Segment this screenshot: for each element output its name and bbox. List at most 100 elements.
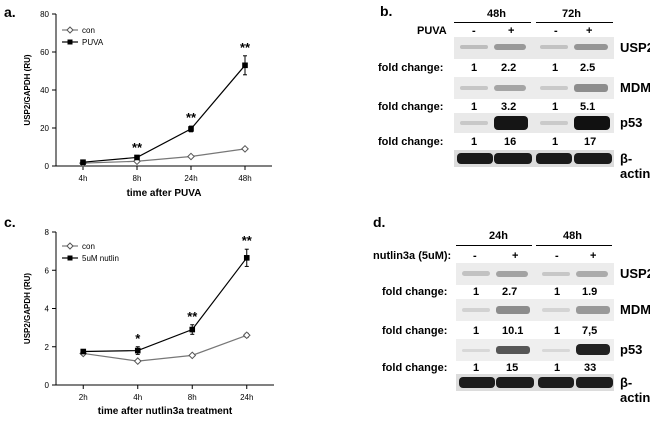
significance-marker: ** xyxy=(132,140,143,155)
fold-change-label: fold change: xyxy=(378,136,444,148)
blot-strip-actin xyxy=(454,150,614,167)
legend-marker xyxy=(66,26,74,34)
legend-label: 5uM nutlin xyxy=(82,254,119,263)
protein-label-p53: p53 xyxy=(620,115,643,130)
y-tick-label: 8 xyxy=(45,228,50,237)
y-tick-label: 6 xyxy=(45,266,50,275)
timepoint-label: 48h xyxy=(487,8,506,20)
treatment-label: nutlin3a (5uM): xyxy=(373,250,452,262)
timepoint-label: 72h xyxy=(562,8,581,20)
lane-sign: + xyxy=(512,250,519,262)
data-point-con xyxy=(241,144,249,153)
protein-label-mdm2: MDM2 xyxy=(620,80,650,95)
lane-sign: + xyxy=(590,250,597,262)
blot-strip-p53 xyxy=(456,339,614,361)
fold-value: 16 xyxy=(504,136,517,148)
fold-value: 1.9 xyxy=(582,286,598,298)
legend-label: con xyxy=(82,242,95,251)
y-tick-label: 80 xyxy=(40,10,49,19)
legend-label: PUVA xyxy=(82,38,104,47)
legend-marker xyxy=(67,255,73,261)
fold-value: 2.7 xyxy=(502,286,518,298)
data-point-treated xyxy=(188,126,194,132)
data-point-con xyxy=(187,152,195,161)
blot-strip-usp2 xyxy=(454,37,614,59)
series-line-1 xyxy=(83,257,248,353)
data-point-treated xyxy=(243,255,250,261)
protein-label-usp2: USP2 xyxy=(620,40,650,55)
protein-label-usp2: USP2 xyxy=(620,266,650,281)
western-blot-b: 48h 72h PUVA - + - + USP2 fold change: 1… xyxy=(370,0,650,181)
y-tick-label: 0 xyxy=(45,381,50,390)
data-point-con xyxy=(188,351,197,360)
x-tick-label: 4h xyxy=(79,174,88,183)
protein-label-mdm2: MDM2 xyxy=(620,302,650,317)
significance-marker: ** xyxy=(242,233,253,248)
data-point-treated xyxy=(80,159,86,165)
fold-value: 1 xyxy=(473,362,480,374)
lane-sign: - xyxy=(473,250,477,262)
legend-marker xyxy=(66,242,74,250)
y-tick-label: 40 xyxy=(40,86,49,95)
y-tick-label: 4 xyxy=(45,305,50,314)
blot-strip-p53 xyxy=(454,113,614,133)
x-axis-label: time after nutlin3a treatment xyxy=(98,406,233,417)
protein-label-actin: β-actin xyxy=(620,151,650,181)
fold-change-label: fold change: xyxy=(382,362,448,374)
fold-value: 1 xyxy=(554,362,561,374)
series-line-0 xyxy=(83,334,247,362)
x-tick-label: 8h xyxy=(133,174,142,183)
fold-value: 1 xyxy=(471,136,478,148)
fold-value: 1 xyxy=(471,101,478,113)
fold-value: 2.5 xyxy=(580,62,596,74)
y-tick-label: 0 xyxy=(45,162,50,171)
timepoint-label: 48h xyxy=(563,230,582,242)
data-point-con xyxy=(242,331,251,340)
significance-marker: ** xyxy=(240,40,251,55)
fold-change-label: fold change: xyxy=(382,325,448,337)
line-chart-usp2-nutlin: 0 2 4 6 8 2h 4h 8h 24h time after nutlin3a treatm… xyxy=(23,228,274,417)
protein-label-actin: β-actin xyxy=(620,375,650,405)
y-tick-label: 60 xyxy=(40,48,49,57)
fold-value: 2.2 xyxy=(501,62,517,74)
fold-value: 1 xyxy=(473,325,480,337)
fold-value: 7,5 xyxy=(582,325,598,337)
timepoint-bracket xyxy=(536,22,613,23)
x-tick-label: 2h xyxy=(79,393,88,402)
x-tick-label: 4h xyxy=(133,393,142,402)
fold-change-label: fold change: xyxy=(378,101,444,113)
blot-strip-mdm2 xyxy=(454,77,614,99)
data-point-treated xyxy=(134,347,141,354)
significance-marker: ** xyxy=(187,309,198,324)
x-tick-label: 24h xyxy=(184,174,197,183)
y-tick-label: 20 xyxy=(40,124,49,133)
legend-label: con xyxy=(82,26,95,35)
blot-strip-mdm2 xyxy=(456,299,614,321)
lane-sign: + xyxy=(586,25,593,37)
fold-value: 17 xyxy=(584,136,597,148)
lane-sign: - xyxy=(554,25,558,37)
data-point-treated xyxy=(134,154,140,161)
series-line-1 xyxy=(82,64,246,163)
panel-label-b: b. xyxy=(380,3,393,19)
fold-change-label: fold change: xyxy=(378,62,444,74)
fold-value: 10.1 xyxy=(502,325,524,337)
panel-label-a: a. xyxy=(4,4,16,20)
series-line-0 xyxy=(82,148,246,164)
panel-label-c: c. xyxy=(4,214,16,230)
fold-value: 1 xyxy=(554,286,561,298)
fold-value: 1 xyxy=(471,62,478,74)
significance-marker: * xyxy=(135,331,141,346)
data-point-treated xyxy=(80,348,87,355)
x-tick-label: 48h xyxy=(238,174,251,183)
x-tick-label: 8h xyxy=(188,393,197,402)
timepoint-bracket xyxy=(454,22,531,23)
lane-sign: - xyxy=(472,25,476,37)
legend-marker xyxy=(67,39,73,45)
fold-value: 1 xyxy=(552,101,559,113)
fold-value: 15 xyxy=(506,362,519,374)
fold-value: 1 xyxy=(552,62,559,74)
fold-value: 1 xyxy=(473,286,480,298)
y-axis-label: USP2/GAPDH (RU) xyxy=(23,273,32,344)
data-point-treated xyxy=(242,62,248,69)
